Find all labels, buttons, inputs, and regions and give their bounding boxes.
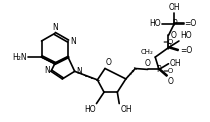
Text: P: P [157, 65, 161, 74]
Text: P: P [166, 43, 171, 52]
Text: O: O [168, 77, 173, 86]
Text: H₂N: H₂N [13, 53, 27, 62]
Text: OH: OH [120, 105, 132, 113]
Text: =O: =O [180, 46, 192, 55]
Text: N: N [77, 67, 82, 76]
Text: =O: =O [185, 19, 197, 28]
Text: P: P [172, 19, 176, 28]
Text: HO: HO [180, 31, 192, 40]
Text: HO: HO [149, 19, 161, 28]
Text: OH: OH [168, 3, 180, 12]
Text: =O: =O [162, 68, 173, 74]
Text: CH₂: CH₂ [140, 49, 153, 55]
Text: O: O [170, 31, 176, 40]
Text: N: N [52, 23, 58, 32]
Text: N: N [44, 66, 50, 75]
Text: O: O [106, 58, 112, 67]
Text: O: O [145, 59, 151, 68]
Text: N: N [70, 36, 76, 46]
Text: OH: OH [169, 59, 181, 68]
Text: =O: =O [162, 39, 173, 45]
Text: HO: HO [84, 105, 96, 113]
